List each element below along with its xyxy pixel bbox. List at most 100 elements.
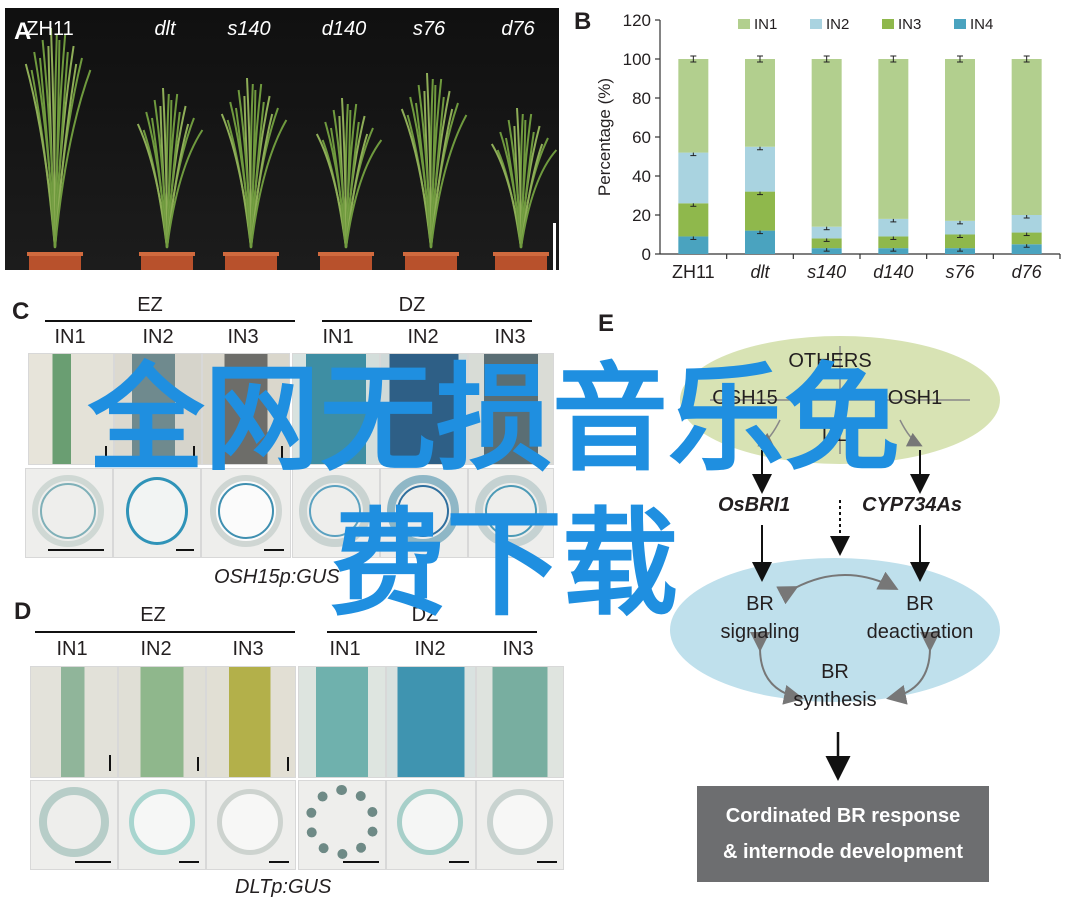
stem-image	[30, 666, 118, 778]
plant-label-s140: s140	[227, 18, 271, 40]
stem-image	[292, 353, 380, 465]
bar-segment-in2	[945, 220, 975, 235]
panel-letter-b: B	[574, 8, 592, 35]
zone-line-ez-c	[45, 320, 295, 322]
caption-d: DLTp:GUS	[235, 876, 332, 898]
y-tick-label: 60	[632, 128, 651, 147]
legend-swatch-in3	[882, 19, 894, 29]
panel-letter-d: D	[14, 598, 32, 625]
x-tick-label: d140	[873, 262, 913, 282]
bar-segment-in2	[1011, 215, 1042, 233]
x-tick-label: dlt	[750, 262, 770, 282]
internode-label: IN2	[407, 326, 439, 348]
y-tick-label: 40	[632, 167, 651, 186]
bar-segment-in1	[678, 59, 709, 153]
result-box: Cordinated BR response & internode devel…	[697, 786, 989, 882]
bar-segment-in1	[878, 59, 909, 219]
label-dlt: DLT	[821, 424, 859, 446]
label-osh1: OSH1	[887, 387, 943, 409]
cross-section-image	[25, 468, 113, 558]
y-tick-label: 100	[623, 50, 651, 69]
legend-label-in2: IN2	[826, 16, 849, 33]
watermark-line-1: 全网无损音乐免	[88, 352, 900, 487]
cross-section-image	[292, 468, 380, 558]
legend-swatch-in4	[954, 19, 966, 29]
plant-photo: ZH11 dlt s140 d140 s76 d76	[5, 8, 559, 270]
stem-image	[206, 666, 296, 778]
bar-segment-in4	[745, 230, 775, 254]
zone-label-dz-d: DZ	[411, 604, 439, 626]
zone-line-dz-c	[322, 320, 532, 322]
cross-section-image	[476, 780, 564, 870]
label-osh15: OSH15	[712, 387, 778, 409]
bar-segment-in1	[1011, 59, 1042, 215]
internode-label: IN3	[494, 326, 526, 348]
internode-label: IN1	[54, 326, 86, 348]
cross-section-image	[386, 780, 476, 870]
label-osbri1: OsBRI1	[718, 494, 791, 516]
label-cyp734as: CYP734As	[862, 494, 963, 516]
zone-label-ez-c: EZ	[137, 294, 163, 316]
bar-segment-in3	[745, 191, 775, 231]
label-br-deactivation: BR deactivation	[866, 593, 974, 643]
x-tick-label: d76	[1012, 262, 1043, 282]
stacked-bar-chart: 0 20 40 60 80 100 120 Percentage (%) ZH11 dlt s140…	[595, 11, 1061, 282]
stem-image	[28, 353, 114, 465]
zone-line-ez-d	[35, 631, 295, 633]
bar-segment-in1	[811, 59, 842, 227]
legend-label-in1: IN1	[754, 16, 777, 33]
rice-plant	[24, 27, 92, 270]
x-tick-label: s76	[945, 262, 975, 282]
label-others: OTHERS	[788, 350, 872, 372]
y-tick-label: 80	[632, 89, 651, 108]
stem-image	[380, 353, 468, 465]
internode-label: IN1	[322, 326, 354, 348]
caption-c: OSH15p:GUS	[214, 566, 340, 588]
bar-segment-in4	[678, 236, 709, 254]
panel-letter-a: A	[14, 18, 32, 45]
internode-label: IN2	[140, 638, 172, 660]
bar-segment-in1	[945, 59, 975, 221]
pathway-diagram	[670, 336, 1000, 781]
bar-segment-in4	[1011, 244, 1042, 254]
cross-section-image	[468, 468, 554, 558]
panel-letter-e: E	[598, 310, 615, 337]
stem-image	[386, 666, 476, 778]
bar-segment-in3	[878, 236, 909, 249]
legend-label-in3: IN3	[898, 16, 921, 33]
cross-section-image	[206, 780, 296, 870]
rice-plant	[136, 87, 204, 270]
bar-segment-in3	[945, 234, 975, 249]
rice-plant	[490, 107, 558, 270]
y-axis-label: Percentage (%)	[595, 78, 614, 196]
plant-label-d140: d140	[321, 18, 367, 40]
legend-label-in4: IN4	[970, 16, 993, 33]
cross-section-image	[201, 468, 291, 558]
zone-label-ez-d: EZ	[140, 604, 166, 626]
plant-label-s76: s76	[412, 18, 446, 40]
cross-section-image	[380, 468, 468, 558]
cross-section-image	[298, 780, 386, 870]
stem-image	[118, 666, 206, 778]
stem-image	[114, 353, 202, 465]
legend-swatch-in1	[738, 19, 750, 29]
rice-plants-illustration	[24, 27, 558, 270]
watermark-line-2: 费下载	[330, 497, 678, 632]
bar-segment-in2	[678, 152, 709, 204]
bar-segment-in2	[811, 226, 842, 239]
rice-plant	[315, 97, 383, 270]
bar-segment-in2	[745, 146, 775, 192]
plant-label-d76: d76	[501, 18, 535, 40]
x-tick-label: s140	[807, 262, 846, 282]
cross-section-image	[113, 468, 201, 558]
x-tick-label: ZH11	[672, 262, 715, 282]
stem-image	[468, 353, 554, 465]
cross-section-image	[30, 780, 118, 870]
bar-segment-in2	[878, 218, 909, 237]
plant-label-dlt: dlt	[154, 18, 176, 40]
stem-image	[476, 666, 564, 778]
scale-bar	[553, 223, 556, 270]
zone-line-dz-d	[327, 631, 537, 633]
internode-label: IN3	[227, 326, 259, 348]
internode-label: IN1	[56, 638, 88, 660]
